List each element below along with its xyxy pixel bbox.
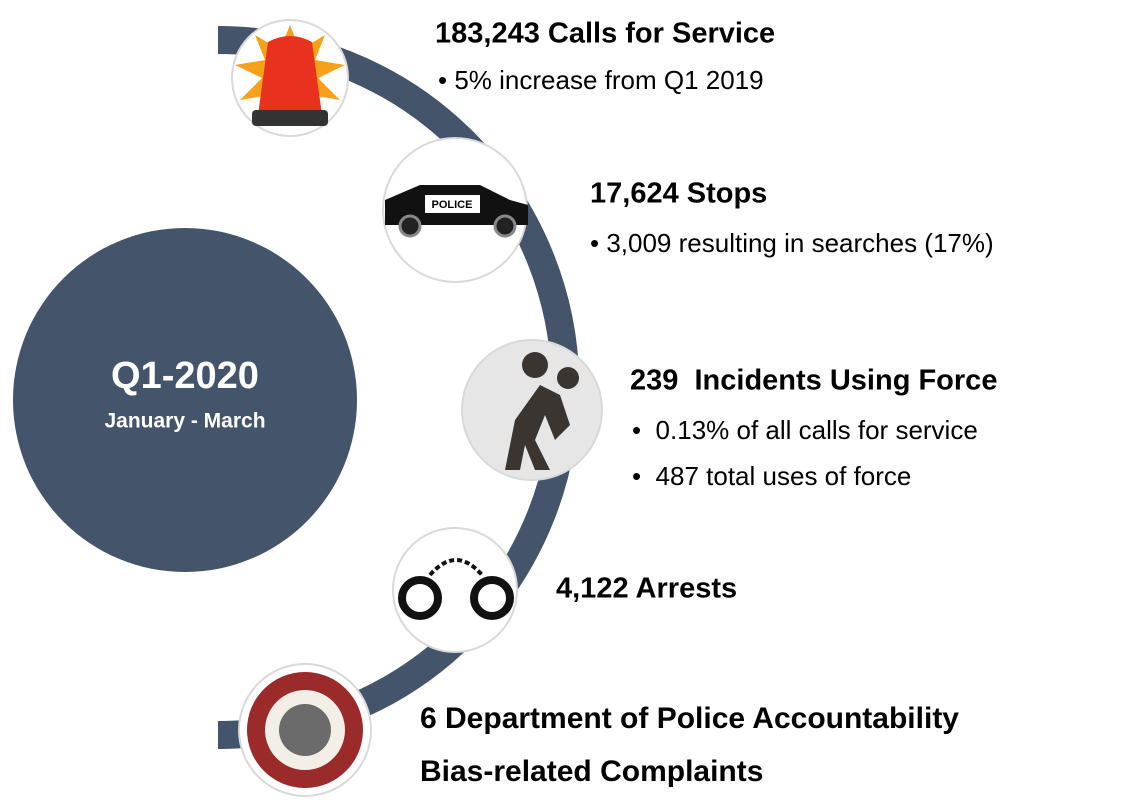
siren-icon	[231, 19, 349, 137]
handcuffs-icon	[392, 527, 518, 653]
police-car-icon: POLICE	[382, 137, 528, 283]
seal-icon	[238, 663, 372, 797]
item-heading: 6 Department of Police Accountability	[420, 702, 959, 735]
svg-text:POLICE: POLICE	[432, 199, 473, 211]
item-heading: 4,122 Arrests	[556, 573, 737, 605]
period-circle	[13, 228, 357, 572]
item-heading: 183,243 Calls for Service	[435, 18, 775, 50]
period-title: Q1-2020	[111, 355, 259, 397]
force-icon	[461, 339, 603, 481]
item-heading-line: Bias-related Complaints	[420, 755, 763, 788]
item-bullet: • 5% increase from Q1 2019	[438, 65, 764, 95]
item-bullet: • 3,009 resulting in searches (17%)	[590, 228, 994, 258]
item-heading: 239 Incidents Using Force	[630, 365, 997, 397]
period-subtitle: January - March	[104, 410, 265, 433]
item-bullet: • 0.13% of all calls for service	[632, 415, 978, 445]
item-bullet: • 487 total uses of force	[632, 461, 911, 491]
item-heading: 17,624 Stops	[590, 178, 767, 210]
